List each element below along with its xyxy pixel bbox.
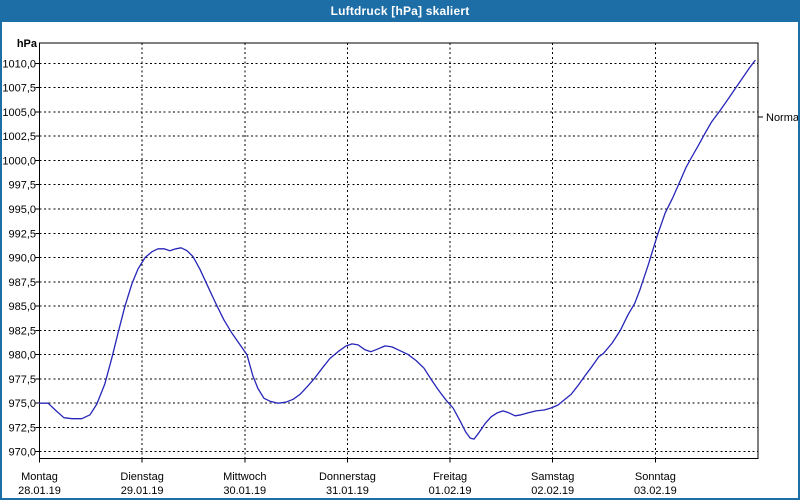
y-tick-label: 1010,0 (2, 58, 36, 70)
y-tick-label: 972,5 (8, 422, 36, 434)
x-tick-label-date: 02.02.19 (531, 485, 574, 497)
y-tick-label: 985,0 (8, 301, 36, 313)
y-tick-label: 1007,5 (2, 83, 36, 95)
y-tick-label: 995,0 (8, 204, 36, 216)
window-titlebar: Luftdruck [hPa] skaliert (0, 0, 800, 22)
x-tick-label-date: 30.01.19 (223, 485, 266, 497)
y-tick-label: 982,5 (8, 325, 36, 337)
x-tick-label-date: 28.01.19 (18, 485, 61, 497)
y-tick-label: 980,0 (8, 350, 36, 362)
y-tick-label: 977,5 (8, 374, 36, 386)
y-tick-label: 987,5 (8, 277, 36, 289)
x-tick-label-day: Mittwoch (223, 471, 266, 483)
window-title: Luftdruck [hPa] skaliert (330, 4, 470, 18)
y-tick-label: 992,5 (8, 228, 36, 240)
x-tick-label-date: 31.01.19 (326, 485, 369, 497)
x-tick-label-day: Donnerstag (319, 471, 376, 483)
y-tick-label: 970,0 (8, 447, 36, 459)
x-tick-label-day: Dienstag (120, 471, 163, 483)
x-tick-label-day: Samstag (531, 471, 574, 483)
x-tick-label-day: Freitag (433, 471, 467, 483)
y-tick-label: 990,0 (8, 253, 36, 265)
plot-frame (39, 42, 759, 459)
y-tick-label: 975,0 (8, 398, 36, 410)
x-tick-label-day: Montag (21, 471, 58, 483)
pressure-chart-canvas: 1010,0 1007,5 1005,0 1002,5 1000,0 997,5 995,0… (2, 38, 800, 497)
y-tick-label: 1000,0 (2, 155, 36, 167)
y-tick-label: 997,5 (8, 180, 36, 192)
normal-label: Normal (766, 112, 800, 124)
x-tick-label-date: 03.02.19 (634, 485, 677, 497)
pressure-line (38, 59, 756, 440)
x-tick-label-date: 29.01.19 (121, 485, 164, 497)
y-tick-label: 1002,5 (2, 131, 36, 143)
y-axis-unit-label: hPa (17, 38, 38, 50)
x-tick-label-date: 01.02.19 (429, 485, 472, 497)
x-tick-label-day: Sonntag (635, 471, 676, 483)
y-tick-label: 1005,0 (2, 107, 36, 119)
